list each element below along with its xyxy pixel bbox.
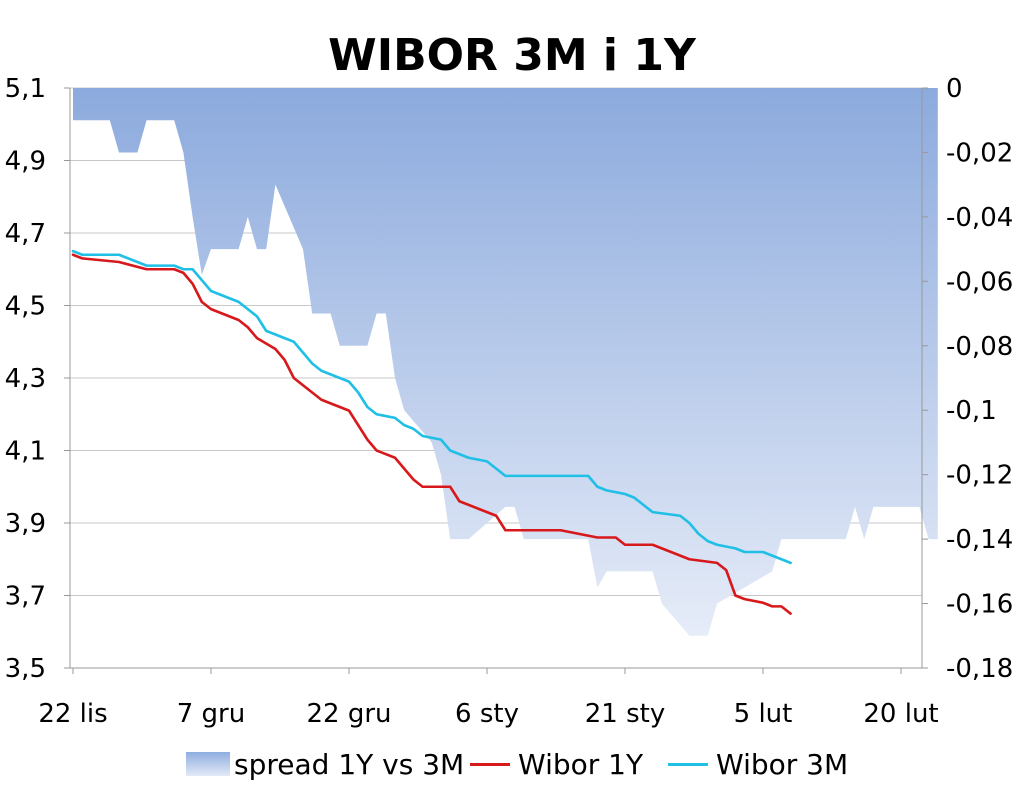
y-right-tick-label: -0,08 [946,332,1013,362]
y-left-tick-label: 5,1 [5,74,46,104]
y-right-tick-label: -0,06 [946,267,1013,297]
y-right-tick-label: -0,16 [946,590,1013,620]
y-left-tick-label: 4,5 [5,292,46,322]
y-right-tick-label: -0,14 [946,525,1013,555]
x-tick-label: 6 sty [455,699,519,729]
legend-item-spread: spread 1Y vs 3M [186,744,464,784]
x-tick-label: 22 lis [38,699,107,729]
y-left-tick-label: 4,3 [5,364,46,394]
y-left-tick-label: 3,9 [5,509,46,539]
legend-label-wibor-1y: Wibor 1Y [518,747,644,781]
y-right-tick-label: -0,02 [946,138,1013,168]
series-wibor-3m-line [71,249,792,565]
y-left-tick-label: 4,9 [5,147,46,177]
y-left-tick-label: 4,1 [5,437,46,467]
x-tick-label: 22 gru [306,699,391,729]
x-tick-label: 7 gru [177,699,245,729]
legend-swatch-wibor-3m [668,762,708,766]
legend-item-wibor-1y: Wibor 1Y [470,744,643,784]
chart-title: WIBOR 3M i 1Y [328,30,696,81]
series-spread-area [73,88,938,636]
y-right-tick-label: -0,18 [946,654,1013,684]
legend-label-spread: spread 1Y vs 3M [234,747,465,781]
y-right-tick-label: -0,04 [946,203,1013,233]
y-left-tick-label: 4,7 [5,219,46,249]
y-left-tick-label: 3,7 [5,582,46,612]
legend-label-wibor-3m: Wibor 3M [716,747,849,781]
x-tick-label: 5 lut [734,699,793,729]
y-right-tick-label: 0 [946,74,963,104]
y-left-tick-label: 3,5 [5,654,46,684]
y-right-tick-label: -0,1 [946,396,997,426]
series-wibor-1y-line [71,253,792,615]
legend: spread 1Y vs 3M Wibor 1Y Wibor 3M [0,744,1024,784]
legend-swatch-wibor-1y [470,762,510,766]
y-right-tick-label: -0,12 [946,461,1013,491]
legend-swatch-spread [186,752,230,776]
legend-item-wibor-3m: Wibor 3M [668,744,848,784]
x-tick-label: 20 lut [863,699,938,729]
x-tick-label: 21 sty [585,699,665,729]
